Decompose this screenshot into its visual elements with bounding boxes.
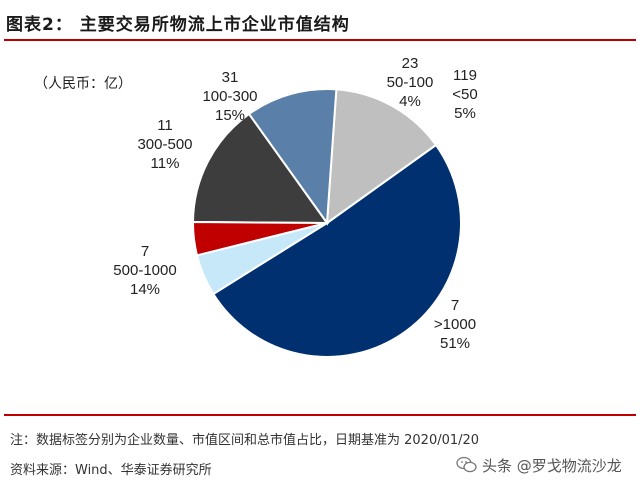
title-bar: 图表2： 主要交易所物流上市企业市值结构 [0,0,640,44]
chart-title: 图表2： 主要交易所物流上市企业市值结构 [6,15,350,35]
slice-label-percent-label: 4% [399,93,421,110]
footnote: 注：数据标签分别为企业数量、市值区间和总市值占比，日期基准为 2020/01/2… [10,433,480,448]
source-note: 资料来源：Wind、华泰证券研究所 [10,463,212,478]
footer-divider [4,414,636,416]
slice-label-percent-label: 11% [151,155,180,172]
slice-label-count: 7 [141,243,149,260]
slice-label-percent-label: 14% [130,281,160,298]
title-divider [4,39,636,41]
slice-label-percent-label: 5% [454,105,476,122]
slice-label-category: 50-100 [387,74,434,91]
slice-label-percent-label: 51% [440,335,470,352]
slice-label-count: 7 [451,297,459,314]
slice-label-percent-label: 15% [215,107,245,124]
slice-label-count: 119 [453,67,477,84]
watermark-text: 头条 @罗戈物流沙龙 [482,456,622,475]
slice-label-category: 500-1000 [113,262,176,279]
wechat-icon [456,456,477,473]
unit-label: （人民币：亿） [34,76,132,92]
pie-slice [247,88,338,226]
slice-label-category: <50 [452,86,477,103]
pie-chart: 7 >1000 51% 7 500-1000 14% 11 300-500 11% 31 100-3… [113,55,478,358]
pie-slice [325,88,438,226]
pie-slice [191,112,329,225]
pie-slice [195,222,328,296]
slice-label-category: >1000 [434,316,476,333]
slice-label-count: 31 [222,69,239,86]
slice-label-category: 300-500 [137,136,192,153]
pie-slice [211,143,462,358]
slice-label-category: 100-300 [202,88,257,105]
watermark: 头条 @罗戈物流沙龙 [452,452,628,478]
slice-label-count: 11 [157,117,173,134]
slice-label-count: 23 [402,55,419,72]
